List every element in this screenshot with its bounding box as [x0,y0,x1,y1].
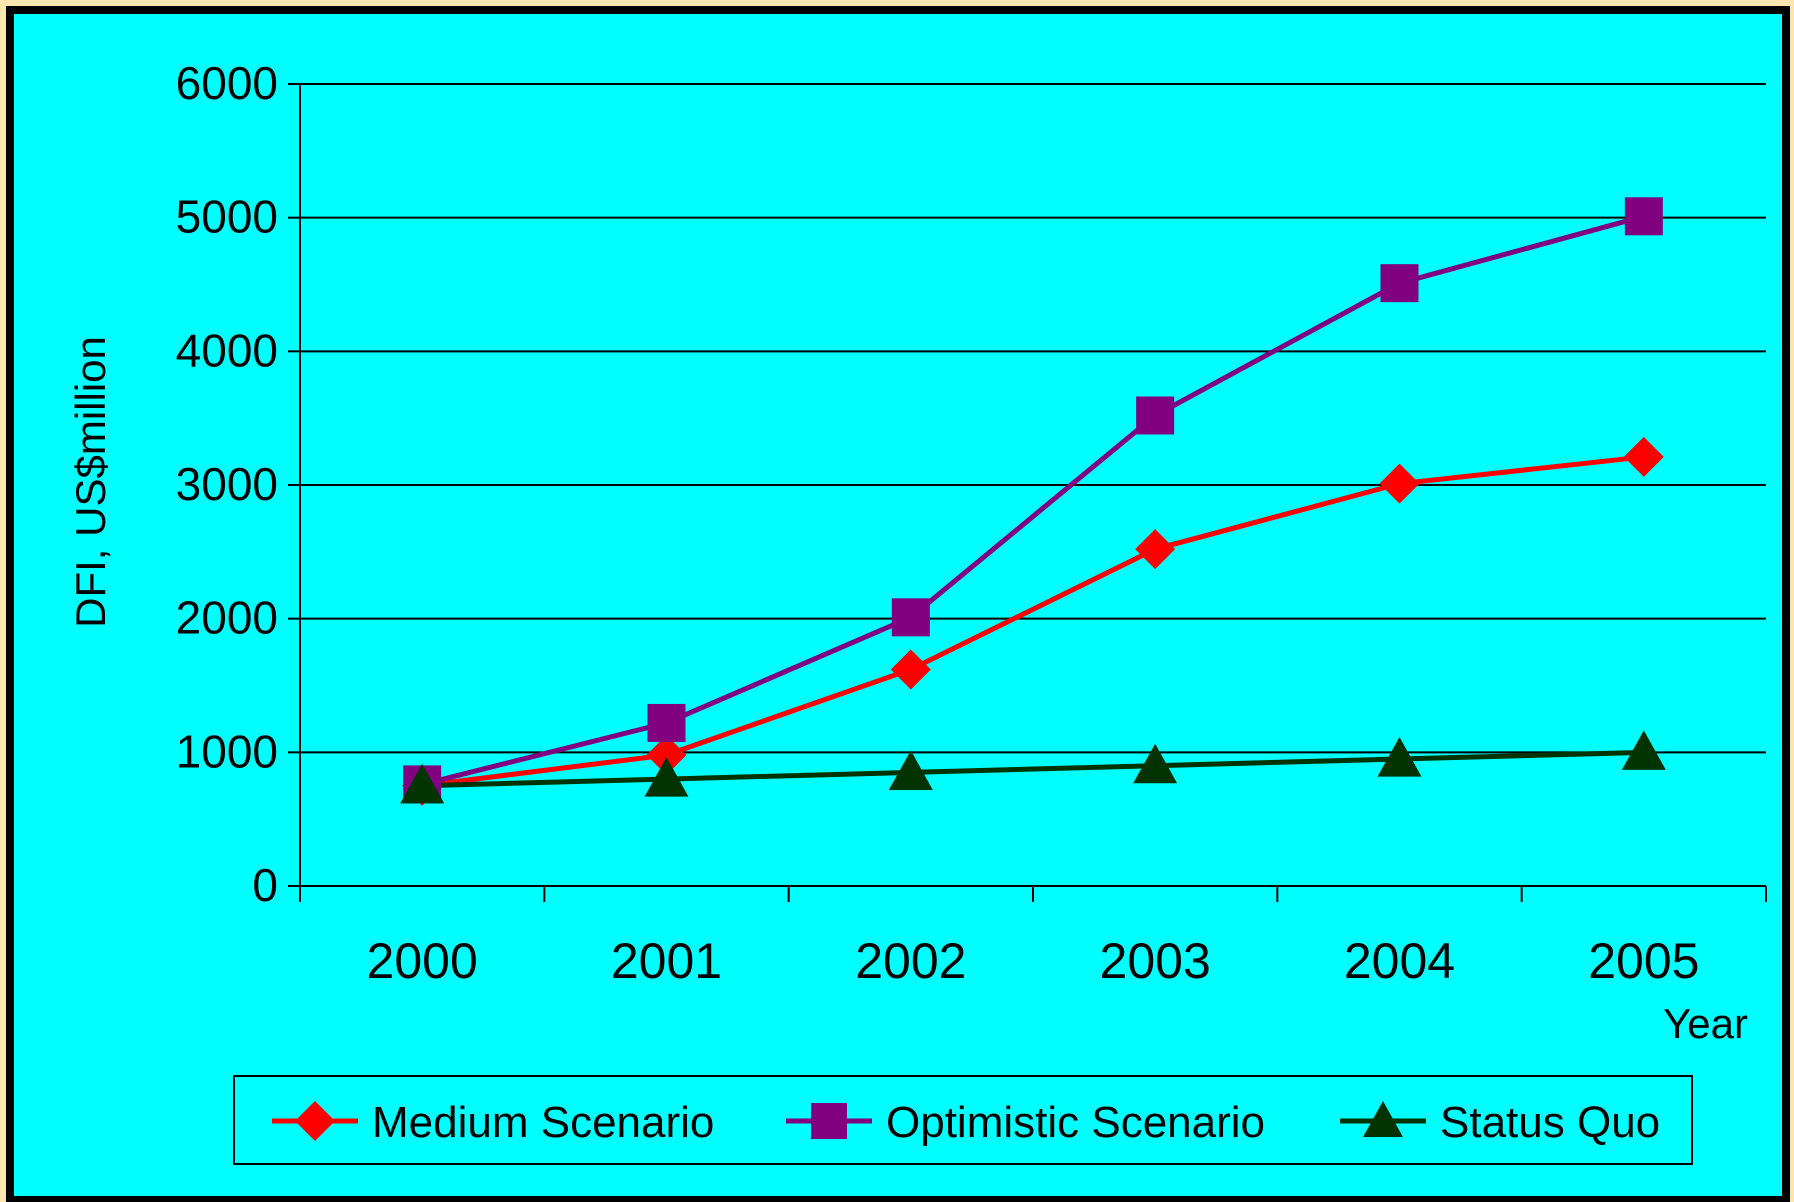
legend-marker-medium-scenario [295,1101,335,1141]
data-point-status-quo [644,757,689,797]
legend-marker-optimistic-scenario [811,1103,847,1139]
data-point-optimistic-scenario [891,598,930,637]
series-line-optimistic-scenario [421,213,1645,787]
data-point-status-quo [888,750,933,790]
x-tick-label: 2000 [367,933,478,989]
legend-label-optimistic-scenario: Optimistic Scenario [886,1098,1265,1147]
series-line-medium-scenario [421,454,1645,789]
data-point-optimistic-scenario [1624,197,1663,236]
y-tick-label: 4000 [176,324,278,376]
x-tick-label: 2005 [1588,933,1699,989]
data-point-status-quo [1621,730,1666,770]
y-tick-label: 0 [252,859,278,911]
legend-marker-status-quo [1363,1101,1403,1137]
data-point-medium-scenario [1623,436,1664,477]
data-point-medium-scenario [1135,529,1176,570]
legend-box [233,1075,1693,1165]
axes: 0 1000 2000 3000 4000 5000 6000 2000 2001 2002 200… [176,57,1767,989]
data-point-status-quo [1377,737,1422,777]
data-point-optimistic-scenario [1136,396,1175,435]
series-lines [421,213,1645,789]
data-point-status-quo [1133,743,1178,784]
legend: Medium Scenario Optimistic Scenario Status… [233,1075,1693,1165]
data-point-medium-scenario [646,735,687,776]
x-tick-label: 2003 [1100,933,1211,989]
x-tick-label: 2004 [1344,933,1455,989]
y-tick-label: 1000 [176,725,278,777]
y-tick-label: 2000 [176,592,278,644]
y-axis-label: DFI, US$million [67,336,114,628]
data-point-medium-scenario [890,649,931,690]
data-point-optimistic-scenario [1380,264,1419,303]
series-markers [400,197,1666,806]
data-point-medium-scenario [1379,463,1420,504]
y-tick-label: 5000 [176,191,278,243]
y-tick-label: 6000 [176,57,278,109]
series-line-status-quo [422,749,1644,789]
x-axis-label: Year [1663,1000,1748,1047]
data-point-optimistic-scenario [647,703,686,742]
x-tick-label: 2002 [855,933,966,989]
data-point-status-quo [400,763,445,804]
legend-label-status-quo: Status Quo [1440,1098,1660,1147]
legend-label-medium-scenario: Medium Scenario [372,1098,714,1147]
y-tick-label: 3000 [176,458,278,510]
x-tick-label: 2001 [611,933,722,989]
